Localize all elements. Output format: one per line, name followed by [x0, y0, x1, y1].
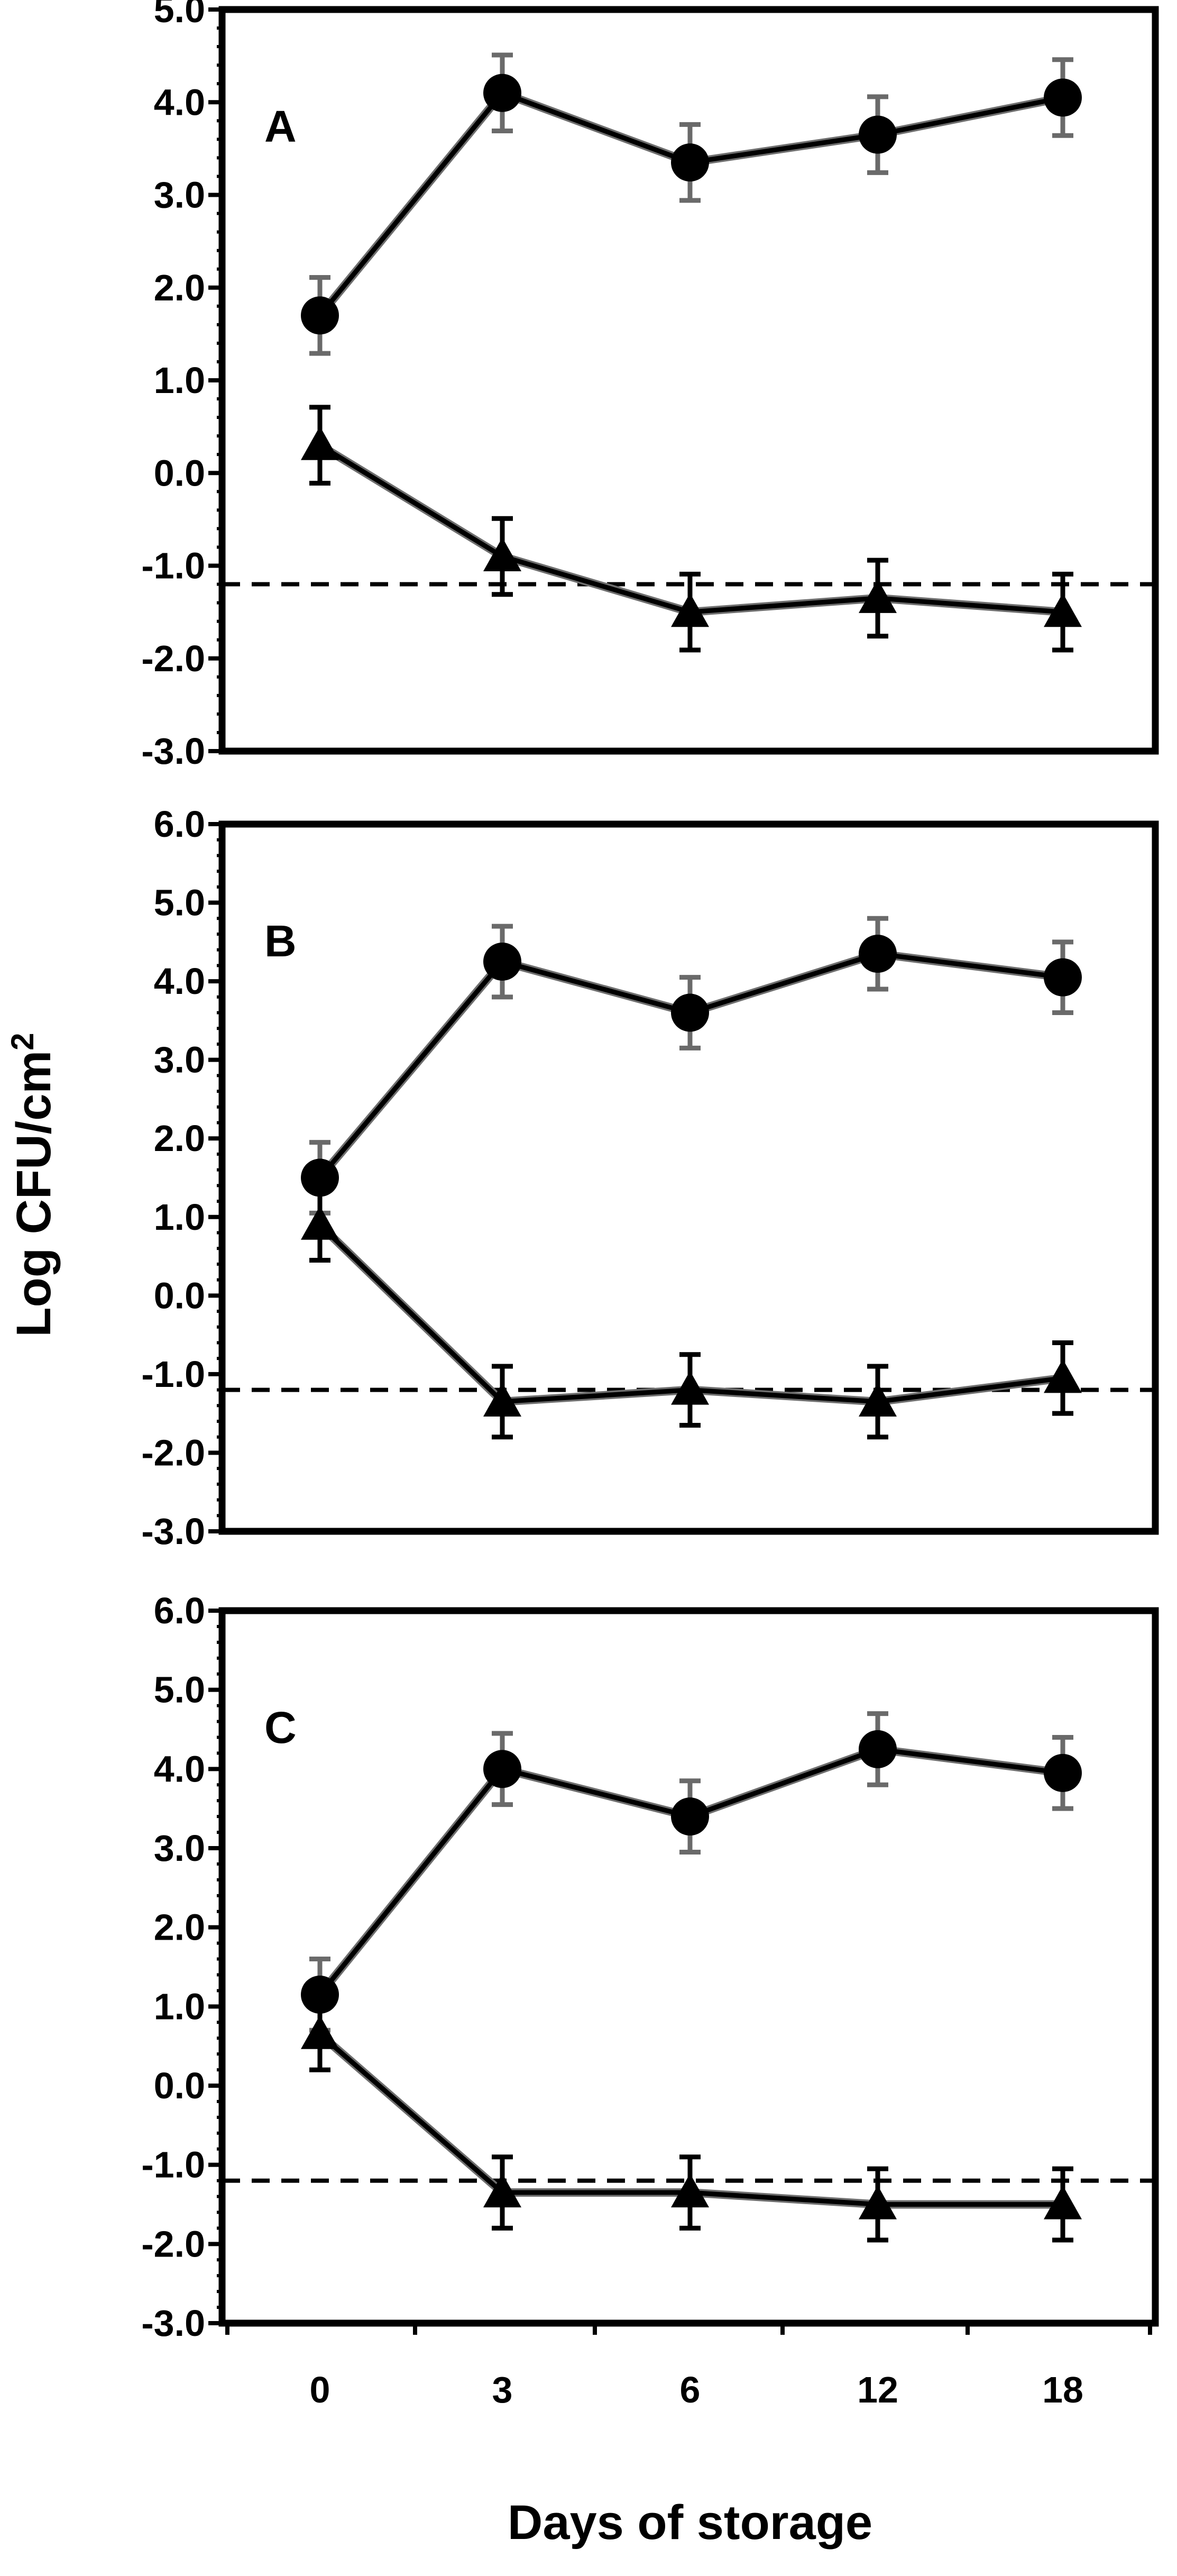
data-point-circle: [1044, 78, 1082, 117]
y-tick-label: -2.0: [141, 638, 205, 679]
y-axis-title-text: Log CFU/cm: [7, 1051, 61, 1337]
data-point-circle: [859, 115, 897, 154]
y-tick-label: -2.0: [141, 2223, 205, 2264]
y-tick-label: 2.0: [154, 1118, 205, 1159]
y-tick-label: 1.0: [154, 360, 205, 401]
y-tick-label: -3.0: [141, 730, 205, 772]
series-triangle: [301, 1996, 1082, 2243]
data-point-circle: [859, 935, 897, 973]
data-point-circle: [671, 1797, 709, 1836]
y-tick-label: 4.0: [154, 961, 205, 1002]
y-tick-label: 0.0: [154, 1275, 205, 1316]
panel-label: C: [264, 1703, 297, 1752]
panel-b: -3.0 -2.0 -1.0 0.0 1.0 2.0 3.0 4.0 5.0 6.0 B: [141, 803, 1159, 1552]
data-point-circle: [301, 1975, 339, 2014]
panels-group: -3.0-2.0-1.00.01.02.03.04.05.0A-3.0-2.0-…: [141, 0, 1159, 2410]
plot-frame: [218, 1607, 1159, 2327]
data-point-circle: [483, 942, 521, 981]
series-triangle: [301, 1187, 1082, 1440]
data-point-circle: [1044, 958, 1082, 997]
series-circle: [301, 916, 1082, 1216]
data-point-triangle: [301, 1205, 339, 1240]
data-point-triangle: [483, 537, 521, 572]
data-point-triangle: [483, 1382, 521, 1417]
panel-a: -3.0 -2.0 -1.0 0.0 1.0 2.0 3.0 4.0 5.0 A: [141, 0, 1159, 772]
y-tick-label: 5.0: [154, 0, 205, 30]
data-point-triangle: [301, 426, 339, 460]
data-point-triangle: [1044, 593, 1082, 627]
y-tick-label: 4.0: [154, 1748, 205, 1789]
y-tick-label: 5.0: [154, 882, 205, 924]
data-point-circle: [671, 143, 709, 182]
y-tick-label: -2.0: [141, 1432, 205, 1473]
data-point-triangle: [671, 1371, 709, 1405]
y-tick-label: 3.0: [154, 175, 205, 216]
data-point-circle: [483, 1750, 521, 1788]
y-tick-label: 0.0: [154, 2065, 205, 2106]
y-tick-label: -3.0: [141, 2303, 205, 2344]
x-tick-label: 12: [857, 2369, 898, 2410]
data-point-circle: [483, 74, 521, 112]
y-tick-label: -3.0: [141, 1511, 205, 1552]
y-tick-label: 6.0: [154, 803, 205, 845]
x-axis-title: Days of storage: [508, 2496, 872, 2550]
y-tick-label: 1.0: [154, 1196, 205, 1238]
y-axis-title-superscript: 2: [5, 1033, 40, 1050]
data-point-triangle: [671, 593, 709, 627]
data-point-circle: [1044, 1753, 1082, 1792]
y-tick-label: 2.0: [154, 1907, 205, 1948]
y-tick-label: -1.0: [141, 545, 205, 587]
y-tick-label: -1.0: [141, 2144, 205, 2186]
data-point-circle: [671, 993, 709, 1032]
data-point-triangle: [859, 1382, 897, 1417]
data-point-triangle: [859, 2185, 897, 2219]
y-tick-label: 1.0: [154, 1986, 205, 2027]
panel-label: B: [264, 916, 297, 966]
data-point-triangle: [1044, 1359, 1082, 1393]
y-tick-label: 3.0: [154, 1828, 205, 1869]
data-point-triangle: [1044, 2185, 1082, 2219]
y-tick-label: 5.0: [154, 1669, 205, 1711]
y-tick-label: 2.0: [154, 267, 205, 308]
data-point-triangle: [301, 2015, 339, 2049]
data-point-triangle: [671, 2173, 709, 2208]
x-tick-label: 6: [680, 2369, 701, 2410]
data-point-triangle: [859, 579, 897, 613]
data-point-circle: [859, 1730, 897, 1768]
series-triangle: [301, 405, 1082, 653]
y-tick-label: 4.0: [154, 81, 205, 123]
y-tick-label: 3.0: [154, 1039, 205, 1081]
y-tick-label: -1.0: [141, 1354, 205, 1395]
data-point-circle: [301, 296, 339, 335]
y-tick-label: 0.0: [154, 452, 205, 494]
panel-label: A: [264, 102, 297, 151]
plot-frame: [218, 820, 1159, 1535]
x-tick-label: 3: [492, 2369, 513, 2410]
x-tick-label: 18: [1042, 2369, 1083, 2410]
series-circle: [301, 1711, 1082, 2033]
panel-c: -3.0 -2.0 -1.0 0.0 1.0 2.0 3.0 4.0 5.0 6.0 0 3 6 12 18…: [141, 1590, 1159, 2410]
x-tick-label: 0: [310, 2369, 330, 2410]
y-tick-label: 6.0: [154, 1590, 205, 1631]
series-circle: [301, 52, 1082, 356]
data-point-triangle: [483, 2173, 521, 2208]
y-axis-title: Log CFU/cm2: [5, 1033, 61, 1337]
